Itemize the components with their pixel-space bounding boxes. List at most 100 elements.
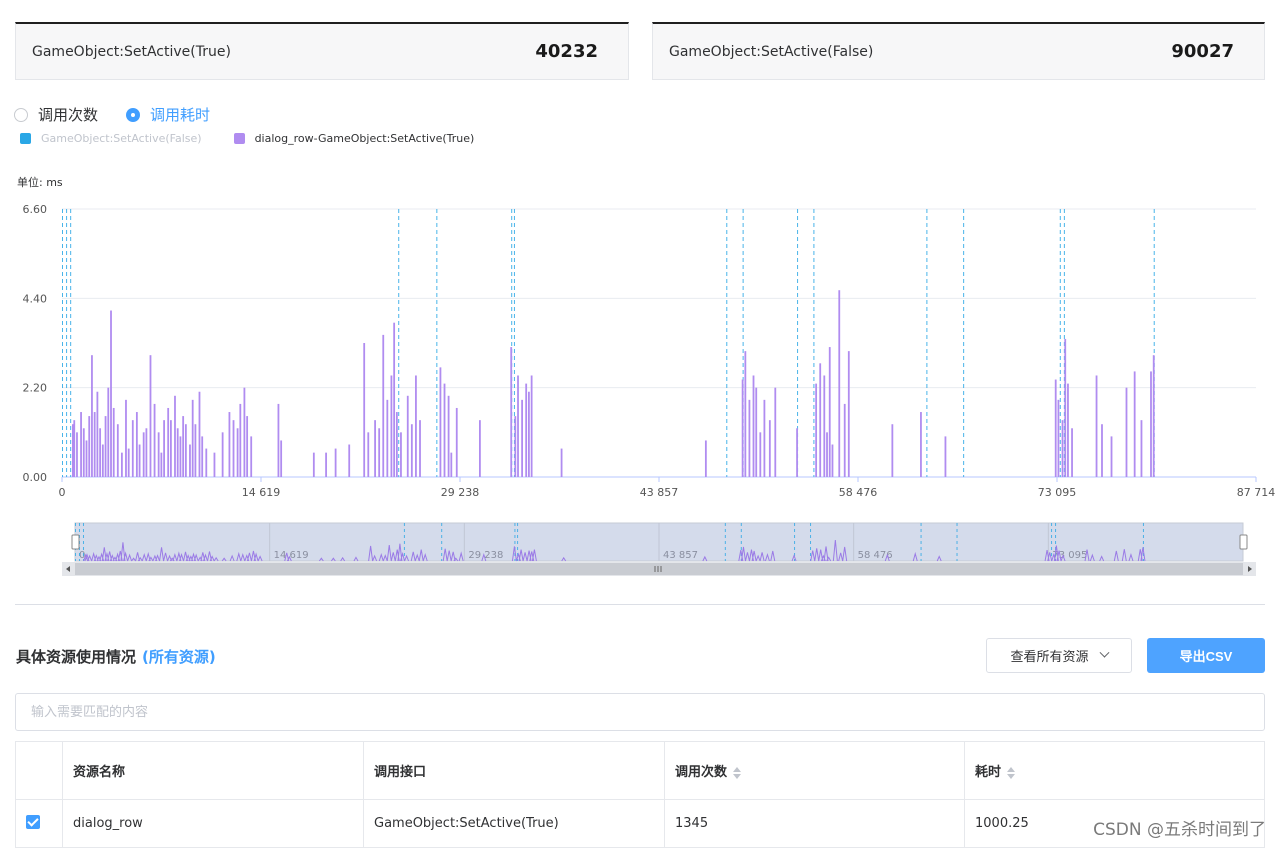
header-checkbox-cell <box>15 741 63 800</box>
bar-dialog-row <box>395 412 398 477</box>
bar-dialog-row <box>1110 436 1113 477</box>
zoom-handle[interactable] <box>71 534 80 550</box>
bar-dialog-row <box>138 444 141 477</box>
bar-dialog-row <box>479 420 481 477</box>
bar-dialog-row <box>560 448 563 477</box>
bar-dialog-row <box>406 395 409 477</box>
bar-dialog-row <box>891 424 894 477</box>
legend-label: dialog_row-GameObject:SetActive(True) <box>254 132 475 145</box>
legend-item-dialog-row[interactable]: dialog_row-GameObject:SetActive(True) <box>233 132 475 145</box>
table-header-row: 资源名称 调用接口 调用次数 耗时 <box>15 741 1265 800</box>
bar-dialog-row <box>450 452 453 477</box>
row-checkbox-cell <box>15 799 63 848</box>
row-checkbox[interactable] <box>26 814 40 829</box>
bar-dialog-row <box>419 420 421 477</box>
scroll-left-icon[interactable] <box>66 566 70 572</box>
bar-dialog-row <box>194 424 197 477</box>
bar-dialog-row <box>236 428 239 477</box>
radio-circle <box>14 107 28 122</box>
zoom-handle[interactable] <box>1239 534 1248 550</box>
bar-dialog-row <box>189 444 191 477</box>
zoom-tick-label: 29 238 <box>468 550 503 561</box>
sort-icon[interactable] <box>1007 766 1016 779</box>
table-row[interactable]: dialog_row GameObject:SetActive(True) 13… <box>15 799 1265 848</box>
legend-swatch <box>233 133 245 144</box>
bar-dialog-row <box>748 399 751 477</box>
radio-call-count[interactable]: 调用次数 <box>14 104 98 125</box>
column-header-time[interactable]: 耗时 <box>964 741 1265 800</box>
resource-filter-dropdown[interactable]: 查看所有资源 <box>986 638 1132 673</box>
bar-dialog-row <box>110 310 112 477</box>
bar-dialog-row <box>393 322 396 477</box>
cell-time: 1000.25 <box>964 799 1265 848</box>
radio-call-time[interactable]: 调用耗时 <box>126 104 210 125</box>
search-input[interactable] <box>15 693 1265 731</box>
section-title-text: 具体资源使用情况 <box>16 648 137 666</box>
bar-dialog-row <box>517 375 519 477</box>
summary-label: GameObject:SetActive(False) <box>669 43 874 60</box>
legend-item-setactive-false[interactable]: GameObject:SetActive(False) <box>20 132 202 145</box>
bar-dialog-row <box>1101 424 1103 477</box>
bar-dialog-row <box>174 395 176 477</box>
radio-circle <box>126 107 141 122</box>
bar-dialog-row <box>1150 371 1152 477</box>
bar-dialog-row <box>415 375 417 477</box>
cell-api: GameObject:SetActive(True) <box>363 799 665 848</box>
x-tick-label: 14 619 <box>242 486 281 499</box>
bar-dialog-row <box>1064 338 1067 477</box>
zoom-slider[interactable]: 0 14 619 29 238 43 857 58 476 73 095 <box>0 518 1280 580</box>
bar-dialog-row <box>228 412 231 477</box>
bar-dialog-row <box>1152 355 1155 477</box>
bar-dialog-row <box>250 436 253 477</box>
bar-dialog-row <box>191 399 194 477</box>
bar-dialog-row <box>80 412 82 477</box>
bar-dialog-row <box>378 428 381 477</box>
y-tick-label: 2.20 <box>23 382 48 395</box>
bar-dialog-row <box>828 347 831 477</box>
bar-dialog-row <box>325 452 327 477</box>
cell-count: 1345 <box>664 799 965 848</box>
bar-dialog-row <box>439 367 442 477</box>
x-tick-label: 29 238 <box>441 486 480 499</box>
bar-dialog-row <box>530 375 533 477</box>
bar-dialog-row <box>312 452 315 477</box>
bar-dialog-row <box>390 375 393 477</box>
zoom-tick-label: 73 095 <box>1052 550 1087 561</box>
bar-dialog-row <box>1071 428 1073 477</box>
bar-dialog-row <box>447 395 450 477</box>
bar-dialog-row <box>741 379 744 477</box>
bar-dialog-row <box>823 375 826 477</box>
scrollbar-thumb[interactable] <box>75 563 1243 575</box>
summary-card-setactive-true: GameObject:SetActive(True) 40232 <box>15 22 629 80</box>
bar-dialog-row <box>120 452 123 477</box>
bar-dialog-row <box>826 432 828 477</box>
section-divider <box>15 604 1265 605</box>
bar-dialog-row <box>99 428 102 477</box>
bar-dialog-row <box>96 391 99 477</box>
bar-dialog-row <box>76 432 78 477</box>
bar-dialog-row <box>243 387 246 477</box>
chart-legend: GameObject:SetActive(False) dialog_row-G… <box>20 132 506 145</box>
column-header-api: 调用接口 <box>363 741 665 800</box>
watermark: CSDN @五杀时间到了 <box>1093 820 1266 840</box>
sort-icon[interactable] <box>733 766 742 779</box>
y-tick-label: 4.40 <box>23 292 48 305</box>
bar-dialog-row <box>374 420 376 477</box>
bar-dialog-row <box>768 420 771 477</box>
column-header-count[interactable]: 调用次数 <box>664 741 965 800</box>
bar-dialog-row <box>455 407 458 477</box>
export-csv-button[interactable]: 导出CSV <box>1147 638 1265 673</box>
zoom-tick-label: 0 <box>79 550 85 561</box>
bar-dialog-row <box>82 428 85 477</box>
bar-dialog-row <box>101 444 104 477</box>
bar-dialog-row <box>838 290 841 477</box>
scroll-right-icon[interactable] <box>1248 566 1252 572</box>
bar-dialog-row <box>91 355 93 477</box>
y-tick-label: 0.00 <box>23 471 48 484</box>
bar-dialog-row <box>744 351 747 477</box>
summary-value: 90027 <box>1171 41 1234 62</box>
bar-dialog-row <box>160 452 163 477</box>
bar-dialog-row <box>104 416 107 477</box>
bar-dialog-row <box>755 387 758 477</box>
legend-label: GameObject:SetActive(False) <box>41 132 202 145</box>
